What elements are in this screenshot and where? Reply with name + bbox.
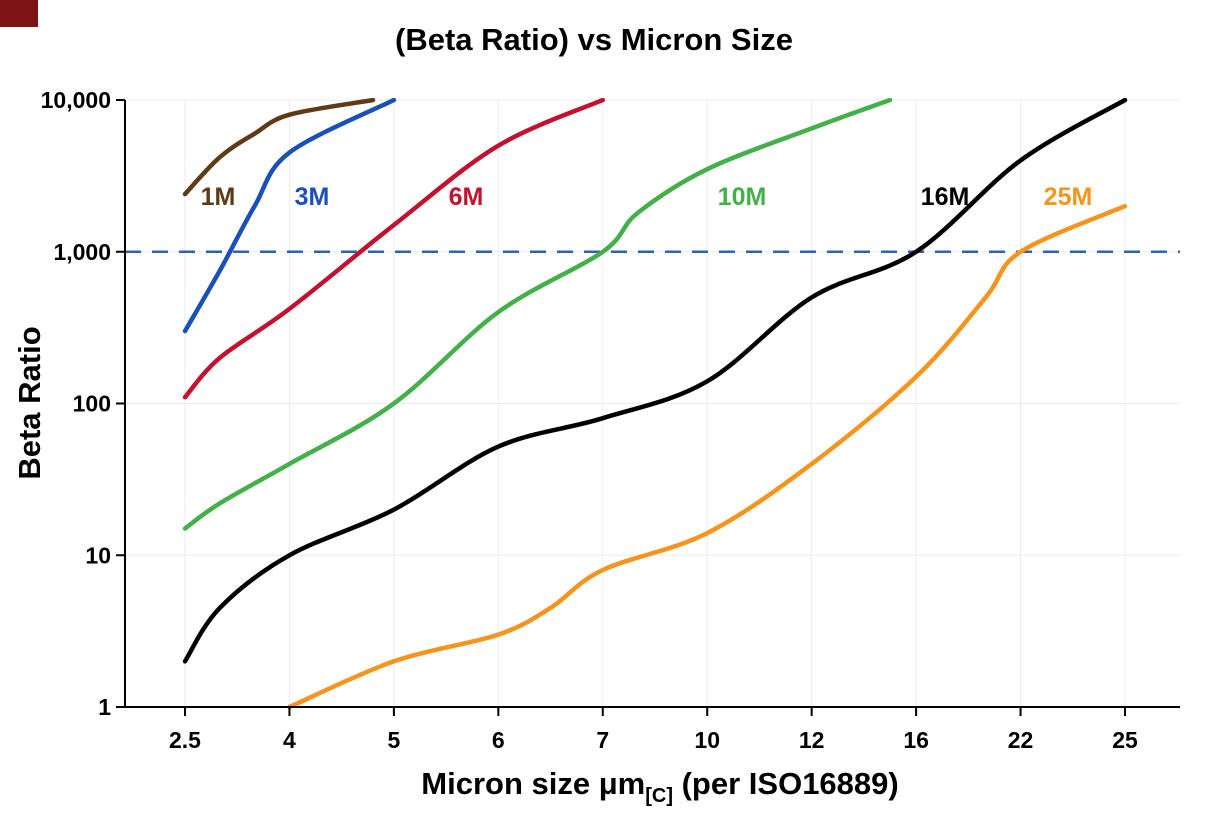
series-label-3M: 3M [295, 183, 330, 211]
x-axis-title-subscript: [C] [645, 785, 673, 807]
x-tick-label: 10 [694, 727, 720, 753]
y-tick-label: 1 [98, 694, 111, 720]
axes [116, 99, 1180, 716]
x-tick-label: 2.5 [169, 727, 201, 753]
series-curve-1M [182, 98, 376, 197]
x-axis-title: Micron size μm[C] (per ISO16889) [421, 766, 898, 807]
y-tick-label: 1,000 [53, 239, 111, 265]
x-tick-label: 5 [387, 727, 400, 753]
series-label-6M: 6M [449, 183, 484, 211]
series-curve-10M [182, 98, 893, 531]
series-curve-3M [182, 98, 397, 334]
x-tick-label: 22 [1008, 727, 1034, 753]
x-tick-label: 6 [492, 727, 505, 753]
series-curve-25M [287, 203, 1128, 709]
series-labels: 1M 3M 6M 10M 16M 25M [201, 183, 1093, 211]
x-tick-label: 7 [596, 727, 609, 753]
series-curves [182, 98, 1128, 709]
x-tick-label: 12 [799, 727, 825, 753]
series-curve-6M [182, 98, 606, 400]
series-label-25M: 25M [1044, 183, 1093, 211]
x-axis-title-prefix: Micron size μm [421, 766, 645, 801]
x-tick-label: 25 [1112, 727, 1138, 753]
y-axis-title: Beta Ratio [12, 326, 47, 479]
chart-title: (Beta Ratio) vs Micron Size [395, 22, 793, 57]
series-label-10M: 10M [718, 183, 767, 211]
x-tick-label: 16 [903, 727, 929, 753]
corner-mark [0, 0, 38, 27]
x-axis-title-suffix: (per ISO16889) [673, 766, 899, 801]
series-label-16M: 16M [921, 183, 970, 211]
y-tick-label: 10 [85, 542, 111, 568]
tick-labels: 1 10 100 1,000 10,000 2.5 4 5 6 7 10 12 16 22 25 [41, 87, 1138, 753]
y-tick-label: 10,000 [41, 87, 111, 113]
x-tick-label: 4 [283, 727, 296, 753]
y-tick-label: 100 [73, 391, 111, 417]
series-curve-16M [182, 98, 1128, 664]
series-label-1M: 1M [201, 183, 236, 211]
